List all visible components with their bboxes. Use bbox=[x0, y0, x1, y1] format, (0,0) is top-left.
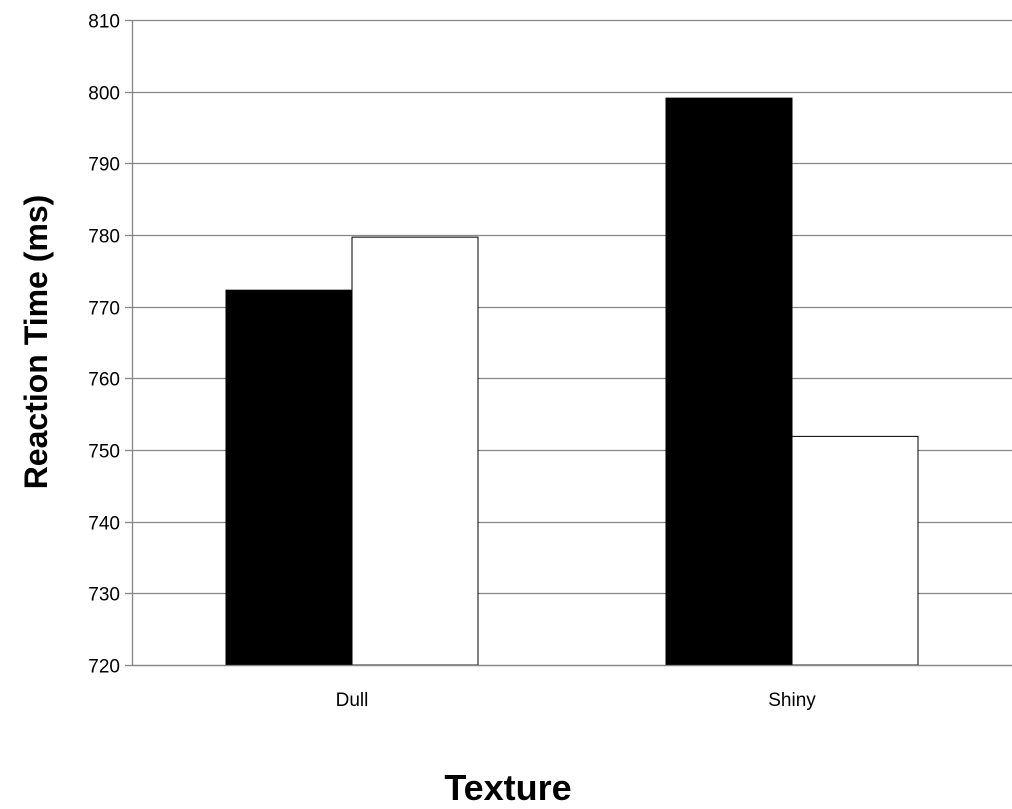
y-tick-label: 740 bbox=[88, 514, 120, 535]
y-tick-label: 770 bbox=[88, 299, 120, 320]
y-axis-title: Reaction Time (ms) bbox=[18, 195, 54, 490]
bar bbox=[665, 97, 793, 666]
x-axis-title: Texture bbox=[444, 767, 571, 804]
y-tick-labels: 720 730 740 750 760 770 780 790 800 810 bbox=[88, 12, 120, 678]
y-tick-label: 790 bbox=[88, 155, 120, 176]
y-tick-label: 810 bbox=[88, 12, 120, 33]
y-tick-label: 760 bbox=[88, 370, 120, 391]
y-tick-label: 720 bbox=[88, 657, 120, 678]
y-tick-label: 730 bbox=[88, 585, 120, 606]
bars bbox=[225, 97, 919, 666]
bar bbox=[351, 236, 479, 666]
x-tick-label: Dull bbox=[336, 690, 369, 711]
x-tick-label: Shiny bbox=[768, 690, 816, 711]
y-tick-label: 800 bbox=[88, 84, 120, 105]
bar bbox=[791, 435, 919, 666]
axes bbox=[131, 20, 1012, 667]
bar bbox=[225, 289, 353, 666]
y-tick-label: 780 bbox=[88, 227, 120, 248]
y-tick-label: 750 bbox=[88, 442, 120, 463]
x-category-labels: Dull Shiny bbox=[336, 690, 817, 711]
